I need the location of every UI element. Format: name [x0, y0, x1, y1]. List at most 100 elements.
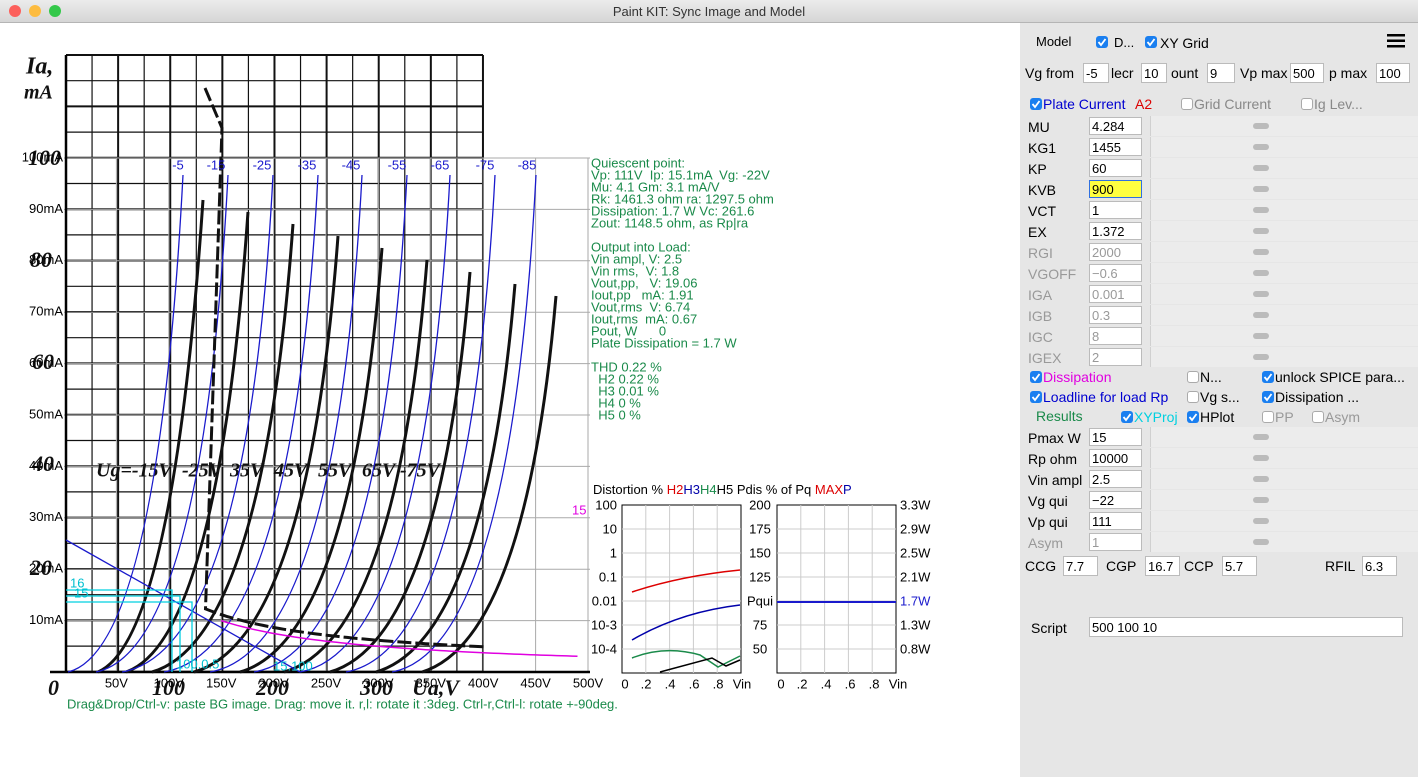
slider[interactable] — [1150, 137, 1418, 157]
slider[interactable] — [1150, 490, 1418, 510]
text-input[interactable]: 10000 — [1089, 449, 1142, 467]
slider-knob[interactable] — [1253, 144, 1269, 150]
slider-knob[interactable] — [1253, 228, 1269, 234]
text-input[interactable]: −22 — [1089, 491, 1142, 509]
slider[interactable] — [1150, 511, 1418, 531]
slider-knob[interactable] — [1253, 518, 1269, 524]
slider-knob[interactable] — [1253, 270, 1269, 276]
slider[interactable] — [1150, 200, 1418, 220]
slider-knob[interactable] — [1253, 123, 1269, 129]
slider-knob[interactable] — [1253, 333, 1269, 339]
check-mark — [1263, 373, 1273, 382]
text-input[interactable]: 4.284 — [1089, 117, 1142, 135]
slider[interactable] — [1150, 284, 1418, 304]
text-input[interactable]: 7.7 — [1063, 556, 1098, 576]
slider[interactable] — [1150, 532, 1418, 552]
slider[interactable] — [1150, 305, 1418, 325]
label: Grid Current — [1194, 96, 1272, 112]
slider[interactable] — [1150, 448, 1418, 468]
checkbox[interactable] — [1181, 98, 1193, 110]
text-input[interactable]: 1 — [1089, 533, 1142, 551]
text-input[interactable]: −0.6 — [1089, 264, 1142, 282]
x-tick-label: 450V — [520, 675, 551, 690]
text-input[interactable]: 1455 — [1089, 138, 1142, 156]
slider-knob[interactable] — [1253, 497, 1269, 503]
slider-knob[interactable] — [1253, 165, 1269, 171]
minimize-button[interactable] — [29, 5, 41, 17]
check-mark — [1031, 393, 1041, 402]
script-input[interactable]: 500 100 10 — [1089, 617, 1403, 637]
x-tick-label: .2 — [797, 676, 808, 691]
slider-knob[interactable] — [1253, 476, 1269, 482]
checkbox[interactable] — [1030, 371, 1042, 383]
checkbox[interactable] — [1312, 411, 1324, 423]
checkbox[interactable] — [1030, 98, 1042, 110]
label: IGA — [1028, 287, 1053, 303]
text-input[interactable]: 9 — [1207, 63, 1235, 83]
slider-knob[interactable] — [1253, 207, 1269, 213]
text-input[interactable]: 500 — [1290, 63, 1324, 83]
slider[interactable] — [1150, 427, 1418, 447]
text-input[interactable]: 8 — [1089, 327, 1142, 345]
text-input[interactable]: 6.3 — [1362, 556, 1397, 576]
label: Vg qui — [1028, 493, 1068, 509]
menu-button[interactable] — [1387, 34, 1405, 48]
text-input[interactable]: 60 — [1089, 159, 1142, 177]
slider[interactable] — [1150, 158, 1418, 178]
text-input[interactable]: 0.001 — [1089, 285, 1142, 303]
slider-knob[interactable] — [1253, 291, 1269, 297]
slider[interactable] — [1150, 469, 1418, 489]
text-input[interactable]: 111 — [1089, 512, 1142, 530]
slider[interactable] — [1150, 326, 1418, 346]
text-input[interactable]: 0.3 — [1089, 306, 1142, 324]
slider-knob[interactable] — [1253, 539, 1269, 545]
checkbox[interactable] — [1262, 411, 1274, 423]
slider-knob[interactable] — [1253, 312, 1269, 318]
checkbox[interactable] — [1187, 391, 1199, 403]
slider[interactable] — [1150, 221, 1418, 241]
text-input[interactable]: 1 — [1089, 201, 1142, 219]
checkbox[interactable] — [1121, 411, 1133, 423]
checkbox[interactable] — [1145, 36, 1157, 48]
checkbox[interactable] — [1187, 411, 1199, 423]
slider-knob[interactable] — [1253, 354, 1269, 360]
slider-knob[interactable] — [1253, 455, 1269, 461]
text-input[interactable]: 100 — [1376, 63, 1410, 83]
slider[interactable] — [1150, 242, 1418, 262]
slider-knob[interactable] — [1253, 434, 1269, 440]
text-input[interactable]: 2 — [1089, 348, 1142, 366]
scan-curve — [421, 295, 558, 674]
text-input[interactable]: 15 — [1089, 428, 1142, 446]
check-mark — [1146, 38, 1156, 47]
checkbox[interactable] — [1262, 391, 1274, 403]
x-tick-label: 200V — [258, 675, 289, 690]
checkbox[interactable] — [1187, 371, 1199, 383]
plate-curve — [121, 174, 274, 673]
checkbox[interactable] — [1030, 391, 1042, 403]
slider[interactable] — [1150, 116, 1418, 136]
text-input[interactable]: 1.372 — [1089, 222, 1142, 240]
checkbox[interactable] — [1262, 371, 1274, 383]
text-input[interactable]: 900 — [1089, 180, 1142, 198]
info-line: Iout,rms mA: 0.67 — [591, 311, 697, 326]
text-input[interactable]: 10 — [1141, 63, 1167, 83]
text-input[interactable]: 16.7 — [1145, 556, 1180, 576]
slider-knob[interactable] — [1253, 249, 1269, 255]
checkbox[interactable] — [1096, 36, 1108, 48]
close-button[interactable] — [9, 5, 21, 17]
text-input[interactable]: 2.5 — [1089, 470, 1142, 488]
curve-label: -45 — [342, 157, 361, 172]
text-input[interactable]: -5 — [1083, 63, 1109, 83]
slider[interactable] — [1150, 263, 1418, 283]
slider-knob[interactable] — [1253, 186, 1269, 192]
slider[interactable] — [1150, 347, 1418, 367]
checkbox[interactable] — [1301, 98, 1313, 110]
text-input[interactable]: 5.7 — [1222, 556, 1257, 576]
text-input[interactable]: 2000 — [1089, 243, 1142, 261]
zoom-button[interactable] — [49, 5, 61, 17]
label: Ig Lev... — [1314, 96, 1363, 112]
slider[interactable] — [1150, 179, 1418, 199]
scan-curve — [193, 235, 340, 674]
label: Vp max — [1240, 65, 1288, 81]
